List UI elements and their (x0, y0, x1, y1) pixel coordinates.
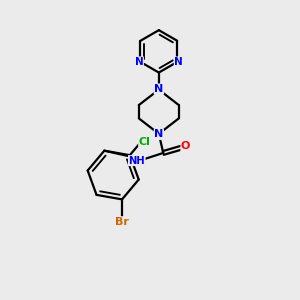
Text: N: N (154, 129, 164, 140)
Text: Cl: Cl (139, 136, 151, 147)
Text: NH: NH (128, 156, 145, 166)
Text: N: N (154, 84, 164, 94)
Text: Br: Br (115, 217, 129, 227)
Text: O: O (181, 142, 190, 152)
Text: N: N (174, 57, 183, 67)
Text: N: N (135, 57, 143, 67)
